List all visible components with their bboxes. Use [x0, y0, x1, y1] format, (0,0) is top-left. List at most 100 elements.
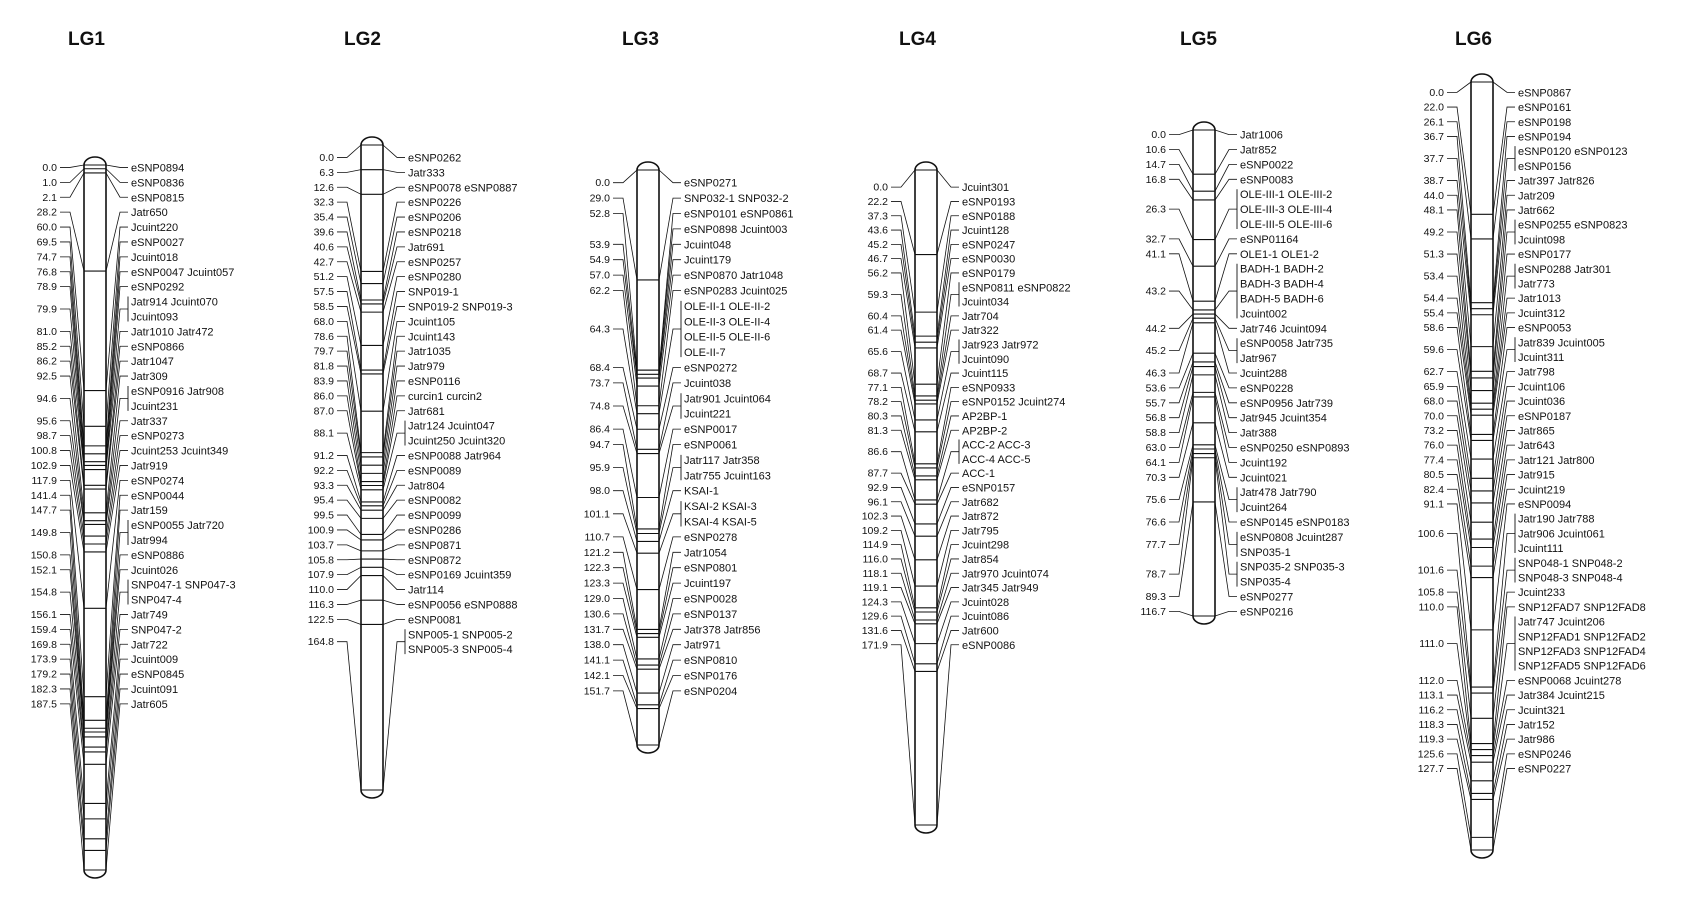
marker-connector	[382, 186, 405, 195]
marker-label: Jcuint128	[962, 225, 1009, 237]
marker-label: eSNP0094	[1518, 499, 1571, 511]
marker-label: eSNP0101 eSNP0861	[684, 209, 793, 221]
locus-position: 116.7	[1141, 606, 1167, 618]
marker-label: Jatr322	[962, 325, 999, 337]
marker-connector	[936, 544, 959, 608]
marker-label: eSNP0145 eSNP0183	[1240, 517, 1349, 529]
marker-connector	[1492, 474, 1515, 567]
marker-label: Jcuint197	[684, 578, 731, 590]
marker-label: eSNP0898 Jcuint003	[684, 224, 787, 236]
position-connector	[60, 286, 85, 462]
marker-connector	[382, 514, 405, 535]
position-connector	[891, 169, 916, 188]
position-connector	[613, 582, 638, 638]
position-connector	[60, 308, 85, 466]
linkage-group-lg3: LG3 0.0 eSNP0271 29.0 SNP032-1 SNP032-2 52.8 e…	[584, 29, 793, 754]
linkage-group-title: LG5	[1180, 29, 1217, 50]
marker-label: eSNP0227	[1518, 764, 1571, 776]
marker-label: Jatr749	[131, 609, 168, 621]
marker-label: Jatr915	[1518, 470, 1555, 482]
locus-position: 91.2	[314, 450, 335, 462]
marker-connector	[658, 513, 681, 554]
position-connector	[60, 494, 85, 697]
marker-label: eSNP0204	[684, 686, 737, 698]
position-connector	[613, 444, 638, 530]
locus-position: 124.3	[862, 596, 888, 608]
position-connector	[60, 614, 85, 752]
locus-position: 62.2	[590, 285, 611, 297]
marker-label: eSNP0283 Jcuint025	[684, 286, 787, 298]
position-connector	[60, 420, 85, 525]
locus-position: 0.0	[319, 152, 334, 164]
position-connector	[1447, 349, 1472, 441]
marker-label: Jatr1047	[131, 356, 174, 368]
position-connector	[613, 513, 638, 554]
marker-connector	[1492, 643, 1515, 750]
position-connector	[613, 243, 638, 375]
position-connector	[60, 345, 85, 486]
marker-connector	[382, 395, 405, 482]
position-connector	[891, 451, 916, 501]
marker-label: eSNP0188	[962, 211, 1015, 223]
marker-connector	[1214, 208, 1237, 240]
position-connector	[613, 382, 638, 450]
marker-connector	[382, 216, 405, 284]
marker-label: Jcuint221	[684, 409, 731, 421]
position-connector	[613, 274, 638, 387]
position-connector	[337, 484, 362, 511]
marker-label: Jatr1013	[1518, 293, 1561, 305]
position-connector	[60, 532, 85, 729]
position-connector	[613, 213, 638, 371]
marker-connector	[1492, 349, 1515, 441]
marker-label: eSNP0262	[408, 152, 461, 164]
position-connector	[1169, 322, 1194, 374]
position-connector	[613, 613, 638, 666]
position-connector	[60, 397, 85, 521]
marker-label: eSNP0081	[408, 614, 461, 626]
marker-connector	[1214, 318, 1237, 352]
position-connector	[337, 169, 362, 173]
marker-connector	[936, 351, 959, 421]
locus-position: 80.3	[868, 410, 889, 422]
locus-position: 74.7	[37, 251, 58, 263]
marker-connector	[105, 494, 128, 697]
locus-position: 82.4	[1424, 484, 1445, 496]
marker-label: eSNP0288 Jatr301	[1518, 264, 1611, 276]
position-connector	[891, 529, 916, 587]
marker-label: Jatr121 Jatr800	[1518, 455, 1594, 467]
locus-position: 127.7	[1418, 763, 1444, 775]
locus-position: 173.9	[31, 654, 57, 666]
locus-position: 95.9	[590, 462, 611, 474]
position-connector	[613, 405, 638, 454]
marker-label: eSNP0956 Jatr739	[1240, 398, 1333, 410]
position-connector	[1447, 81, 1472, 93]
locus-position: 110.0	[309, 584, 335, 596]
marker-label: eSNP0206	[408, 212, 461, 224]
locus-position: 92.5	[37, 371, 58, 383]
position-connector	[1447, 136, 1472, 303]
locus-position: 93.3	[314, 480, 335, 492]
locus-position: 87.0	[314, 405, 335, 417]
marker-label: Jcuint105	[408, 316, 455, 328]
marker-label: Jatr901 Jcuint064	[684, 393, 771, 405]
locus-position: 37.7	[1424, 153, 1445, 165]
locus-position: 78.6	[314, 331, 335, 343]
marker-connector	[382, 261, 405, 313]
marker-label: Jatr906 Jcuint061	[1518, 528, 1605, 540]
position-connector	[1447, 444, 1472, 540]
marker-label: Jcuint312	[1518, 308, 1565, 320]
marker-connector	[382, 566, 405, 576]
position-connector	[60, 256, 85, 446]
marker-label: eSNP01164	[1240, 234, 1299, 246]
locus-position: 118.3	[1419, 719, 1445, 731]
marker-label: eSNP0867	[1518, 87, 1571, 99]
locus-position: 89.3	[1146, 591, 1167, 603]
marker-label: eSNP0274	[131, 475, 184, 487]
position-connector	[337, 469, 362, 507]
position-connector	[60, 375, 85, 513]
marker-label: OLE-III-5 OLE-III-6	[1240, 219, 1332, 231]
locus-position: 179.2	[31, 669, 57, 681]
marker-connector	[105, 271, 128, 454]
marker-label: BADH-5 BADH-6	[1240, 294, 1324, 306]
marker-label: Jcuint111	[1518, 543, 1563, 555]
